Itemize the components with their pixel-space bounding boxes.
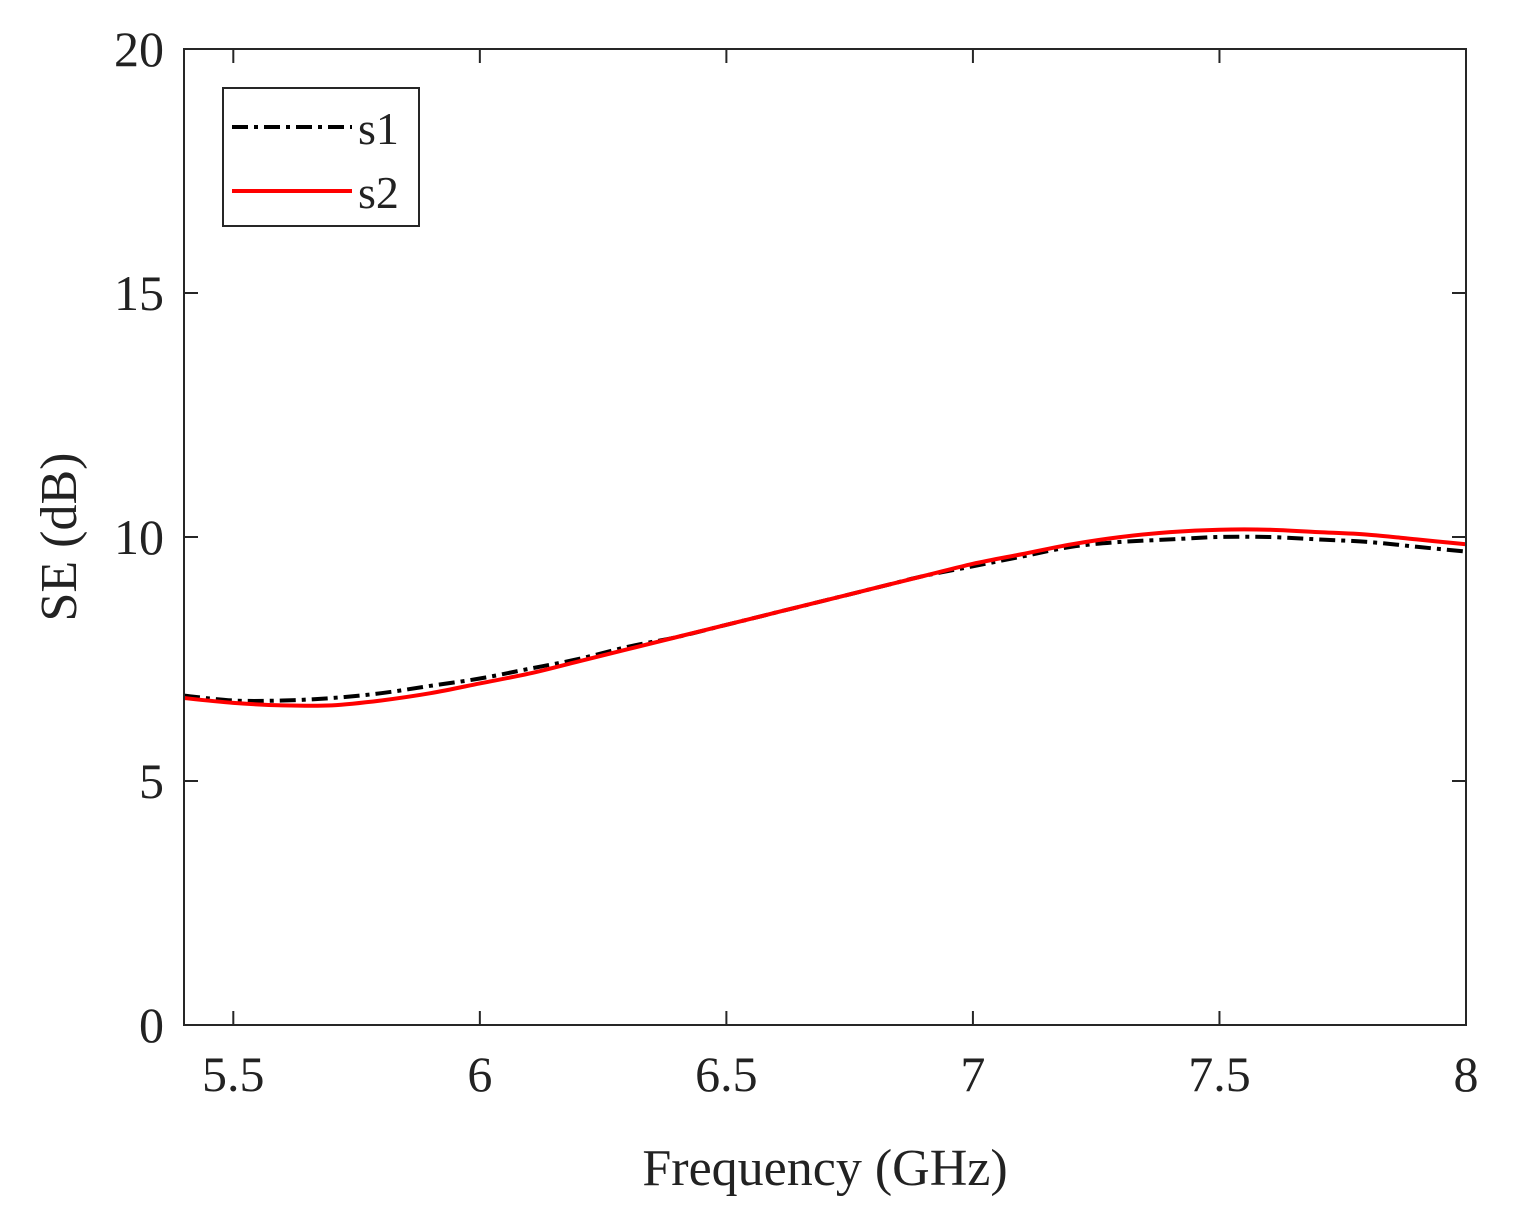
x-tick-label: 6 — [467, 1046, 492, 1102]
legend-box — [222, 87, 420, 227]
y-tick-label: 20 — [114, 21, 164, 77]
y-axis-label: SE (dB) — [31, 453, 88, 622]
x-tick-label: 6.5 — [695, 1046, 758, 1102]
tick-layer: 5.5 6 6.5 7 7.5 8 0 5 10 15 20 — [114, 21, 1479, 1102]
legend: s1 s2 — [222, 87, 420, 227]
legend-label-s1: s1 — [358, 103, 399, 154]
series-line-s2 — [183, 527, 1467, 708]
series-layer — [183, 527, 1467, 708]
y-tick-label: 5 — [139, 753, 164, 809]
x-tick-label: 5.5 — [202, 1046, 265, 1102]
x-tick-label: 7.5 — [1188, 1046, 1251, 1102]
y-tick-label: 0 — [139, 997, 164, 1053]
y-tick-label: 10 — [114, 509, 164, 565]
x-axis-label: Frequency (GHz) — [642, 1140, 1007, 1197]
x-tick-label: 7 — [960, 1046, 985, 1102]
legend-label-s2: s2 — [358, 167, 399, 218]
x-tick-label: 8 — [1454, 1046, 1479, 1102]
y-tick-label: 15 — [114, 265, 164, 321]
